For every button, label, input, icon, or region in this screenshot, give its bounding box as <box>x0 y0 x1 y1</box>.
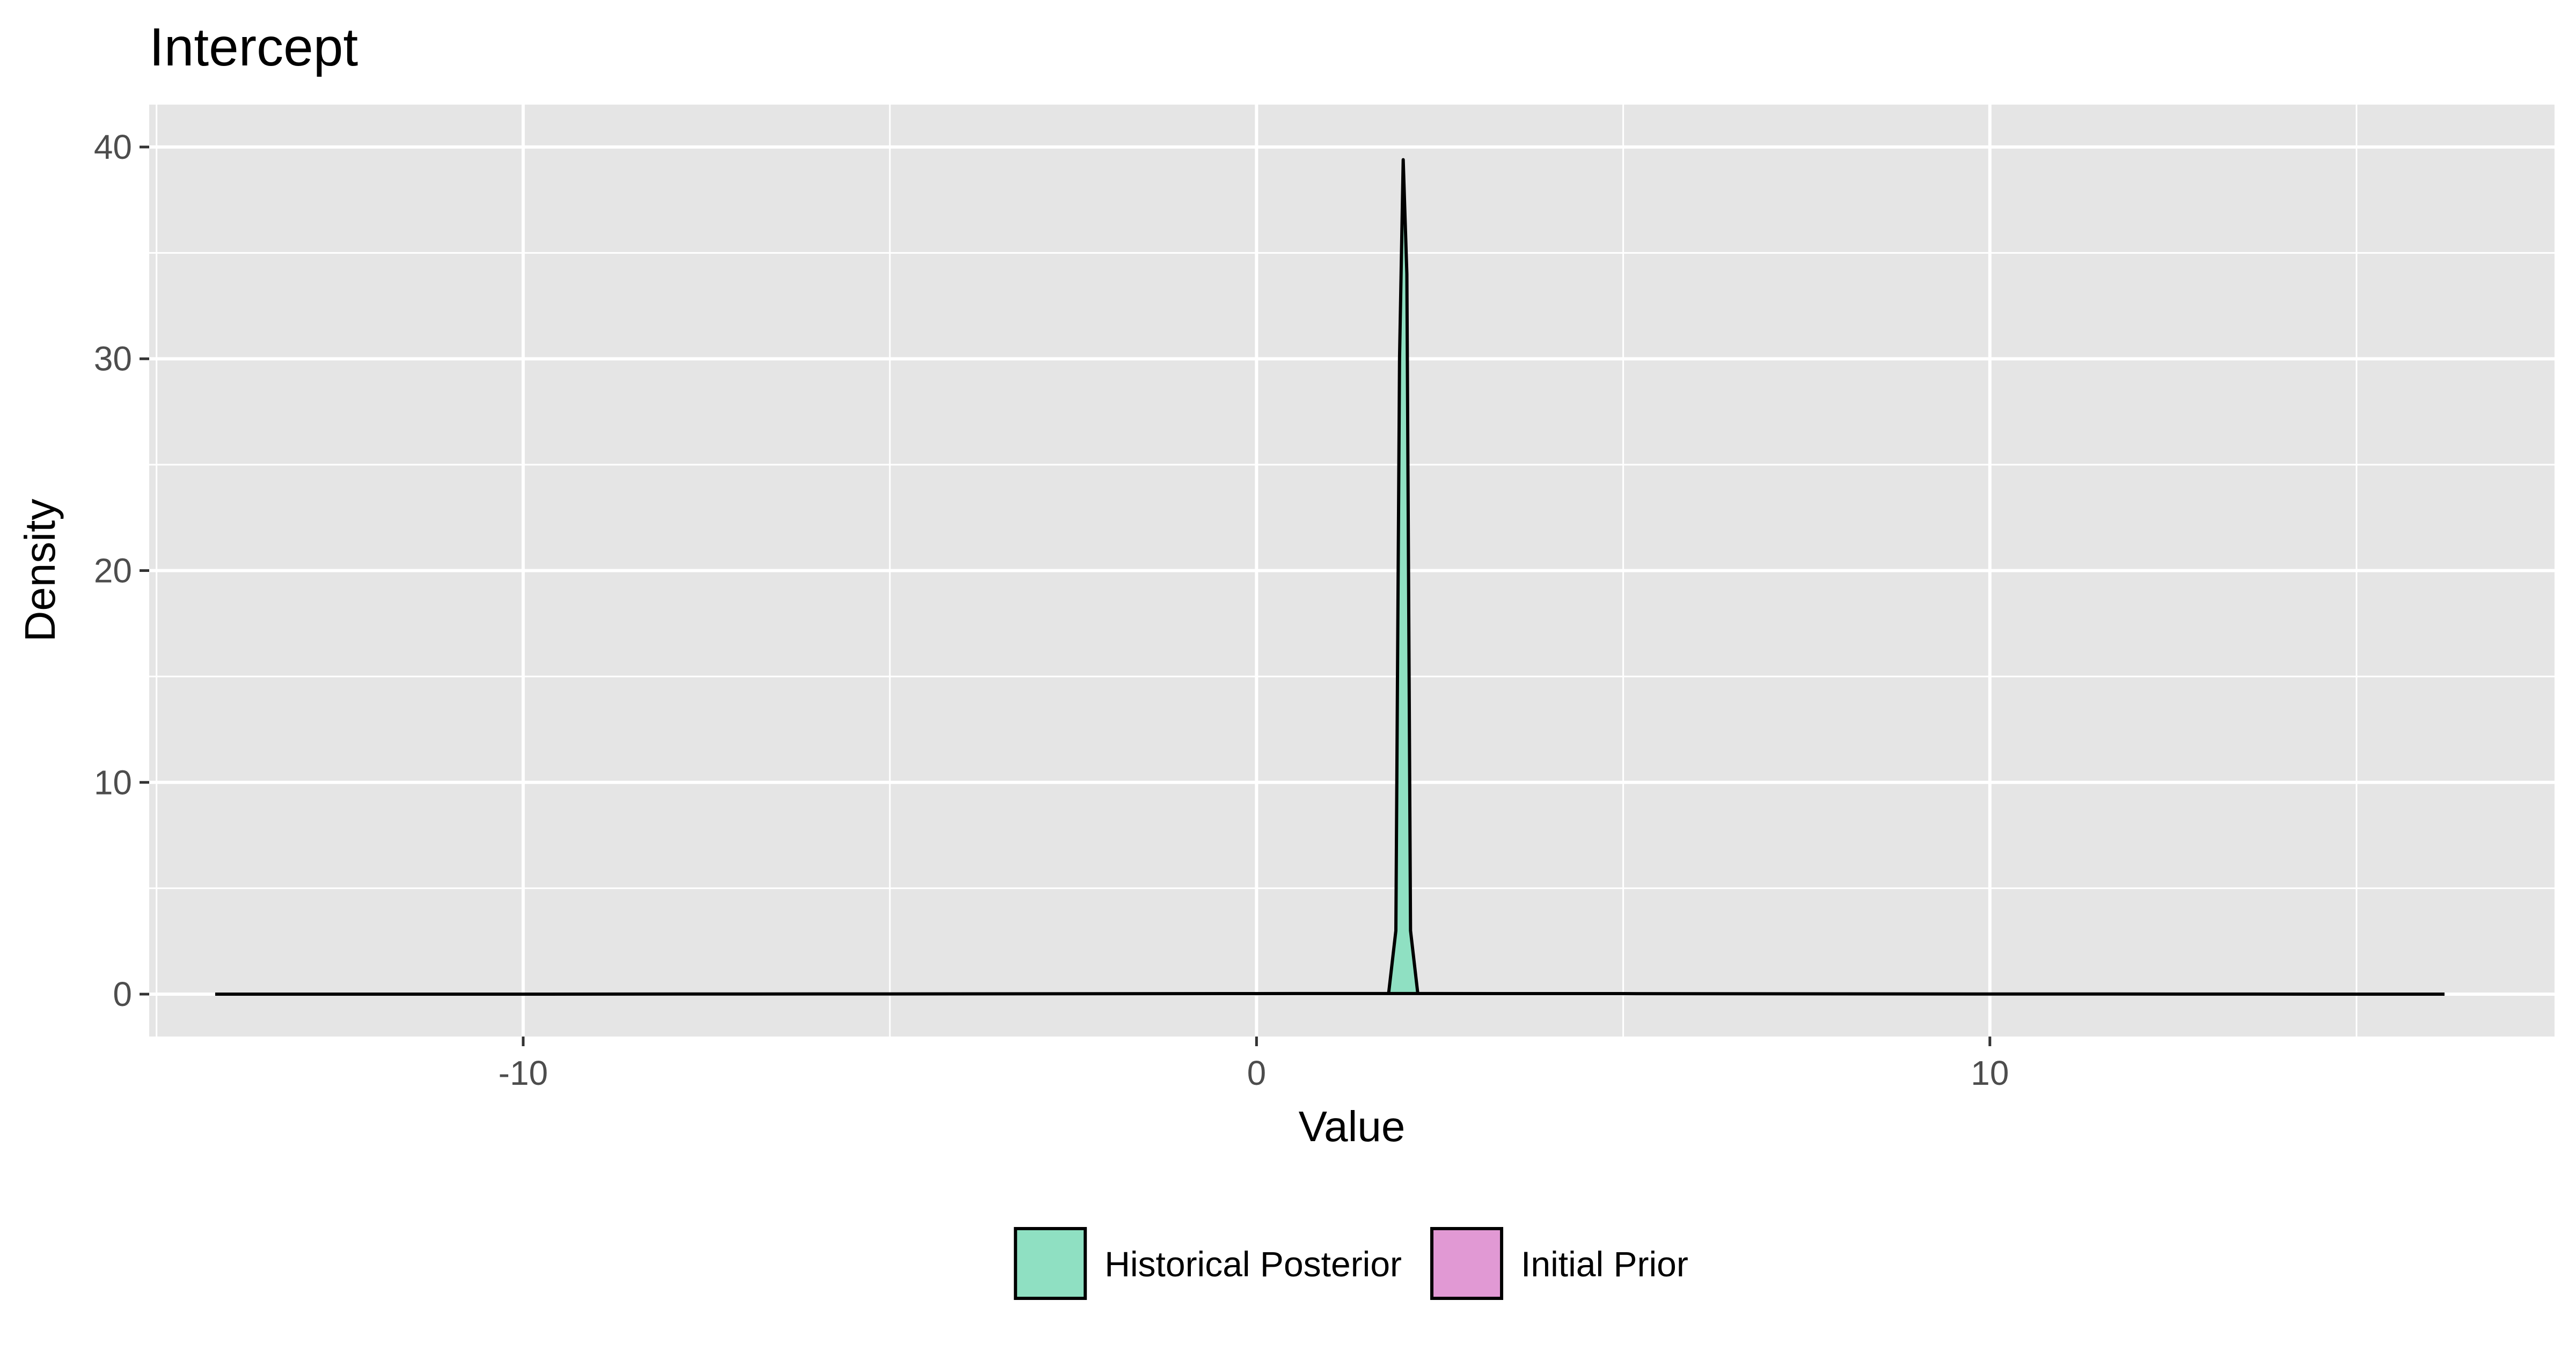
y-tick-label: 0 <box>113 975 132 1013</box>
legend-key-0 <box>1014 1227 1087 1300</box>
y-tick-label: 40 <box>94 128 132 166</box>
x-tick-label: -10 <box>499 1054 548 1092</box>
legend-label: Historical Posterior <box>1104 1244 1402 1284</box>
chart-title: Intercept <box>149 17 358 77</box>
series-outline-0 <box>1387 158 1419 995</box>
series-layer <box>215 158 2445 996</box>
x-tick-label: 10 <box>1971 1054 2009 1092</box>
series-area-0 <box>1388 159 1418 995</box>
y-tick-label: 10 <box>94 763 132 802</box>
x-axis: -10 0 10 <box>499 1037 2009 1092</box>
y-axis: 0 10 20 30 40 <box>94 128 149 1013</box>
y-axis-title: Density <box>16 499 64 642</box>
legend: Historical Posterior Initial Prior <box>1014 1227 1688 1300</box>
x-axis-title: Value <box>1299 1103 1406 1150</box>
legend-label: Initial Prior <box>1521 1244 1688 1284</box>
legend-key-1 <box>1430 1227 1504 1300</box>
y-tick-label: 20 <box>94 552 132 590</box>
x-tick-label: 0 <box>1247 1054 1267 1092</box>
y-tick-label: 30 <box>94 340 132 378</box>
